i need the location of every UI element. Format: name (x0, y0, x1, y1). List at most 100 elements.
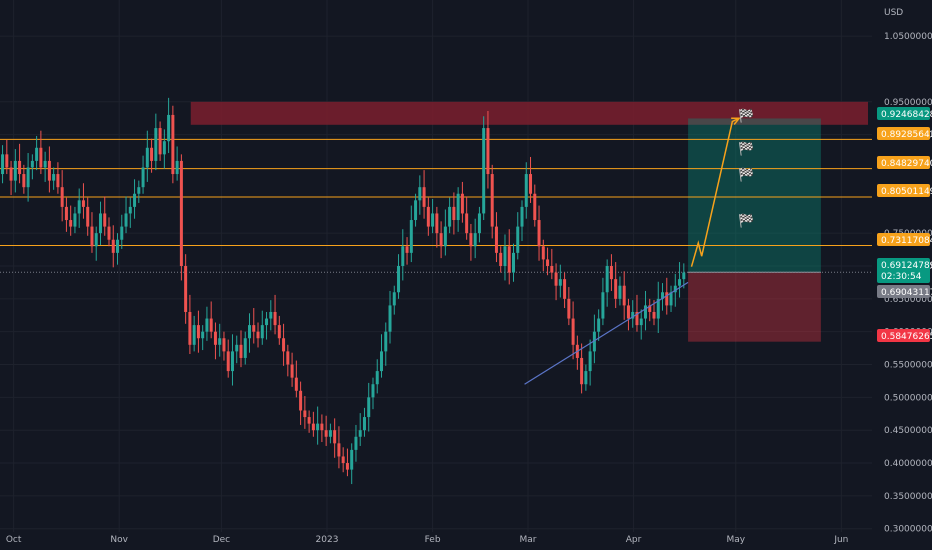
candle-body (137, 187, 141, 194)
candle-body (243, 338, 247, 358)
candle-body (609, 266, 613, 280)
candles-layer (1, 97, 686, 485)
supply-zone (190, 101, 868, 125)
candle-body (541, 246, 545, 260)
candle-body (94, 233, 98, 247)
candle-body (656, 298, 660, 319)
resistance-badge-2-text: 0.84829740 (881, 159, 932, 169)
candle-body (537, 220, 541, 247)
candle-body (307, 417, 311, 424)
candle-body (235, 344, 239, 352)
candle-body (494, 226, 498, 253)
candle-body (669, 292, 673, 306)
candle-body (162, 141, 166, 155)
x-tick-label: Jun (833, 535, 848, 545)
candle-body (179, 160, 183, 266)
candle-body (133, 193, 137, 207)
candle-body (482, 128, 486, 214)
candle-body (192, 325, 196, 345)
x-tick-label: Oct (6, 535, 22, 545)
candle-body (503, 246, 507, 266)
candle-body (226, 351, 230, 372)
candle-body (592, 331, 596, 352)
candle-body (588, 351, 592, 372)
candle-body (597, 318, 601, 332)
target-flag-icon: 🏁 (738, 141, 754, 157)
candle-body (626, 305, 630, 319)
candle-body (520, 206, 524, 227)
projection-path (690, 117, 740, 267)
candle-body (324, 430, 328, 437)
x-tick-label: Mar (519, 535, 536, 545)
candle-body (622, 285, 626, 306)
candle-body (456, 193, 460, 221)
candle-body (550, 266, 554, 273)
target-flag-icon: 🏁 (738, 213, 754, 229)
candle-body (533, 193, 537, 221)
candle-body (120, 226, 124, 240)
candle-body (380, 351, 383, 372)
candle-body (81, 200, 85, 207)
x-tick-label: 2023 (316, 535, 339, 545)
candle-body (248, 325, 252, 339)
candle-body (571, 318, 575, 345)
candle-body (601, 292, 605, 319)
target-zone (688, 118, 821, 273)
candle-body (665, 292, 669, 306)
candle-body (35, 147, 39, 161)
candle-body (673, 285, 677, 293)
candle-body (1, 154, 5, 175)
candle-body (375, 371, 379, 385)
candle-body (350, 449, 354, 470)
candle-body (213, 331, 217, 345)
candle-body (286, 351, 290, 365)
candle-body (64, 206, 68, 221)
candle-body (26, 167, 30, 188)
candle-body (43, 160, 47, 168)
candle-body (362, 417, 366, 431)
candle-body (328, 430, 332, 437)
candle-body (282, 338, 286, 352)
candle-body (196, 325, 200, 339)
candle-body (230, 351, 234, 372)
candle-body (580, 357, 584, 385)
overlays-layer: 🏁 🏁 🏁 🏁 (524, 108, 755, 385)
countdown-text: 02:30:54 (881, 272, 922, 282)
candle-body (184, 266, 188, 312)
candle-body (388, 305, 392, 332)
time-axis[interactable]: Oct Nov Dec 2023 Feb Mar Apr May Jun (6, 535, 849, 545)
candle-body (469, 233, 473, 247)
candle-body (354, 436, 358, 450)
candle-body (9, 167, 13, 181)
price-line-badge (877, 285, 930, 298)
candle-body (5, 154, 9, 168)
candle-body (524, 174, 528, 207)
candle-body (175, 160, 179, 175)
candle-body (661, 292, 665, 299)
candle-body (124, 213, 128, 227)
candle-body (13, 160, 17, 181)
candle-body (648, 305, 652, 312)
current-price-text: 0.69124789 (881, 261, 932, 271)
candle-body (639, 318, 643, 326)
candle-body (678, 279, 682, 286)
candle-body (554, 272, 558, 286)
candle-body (546, 259, 550, 266)
candle-body (409, 220, 413, 253)
resistance-badge-1 (877, 127, 930, 140)
candle-body (358, 430, 362, 437)
candle-body (69, 220, 73, 227)
candle-body (635, 311, 639, 326)
zones-layer (0, 101, 872, 342)
x-tick-label: Dec (213, 535, 230, 545)
candle-body (401, 246, 405, 266)
stop-badge (877, 329, 930, 342)
candle-body (448, 206, 452, 227)
candle-body (643, 305, 647, 319)
candle-body (452, 206, 456, 221)
